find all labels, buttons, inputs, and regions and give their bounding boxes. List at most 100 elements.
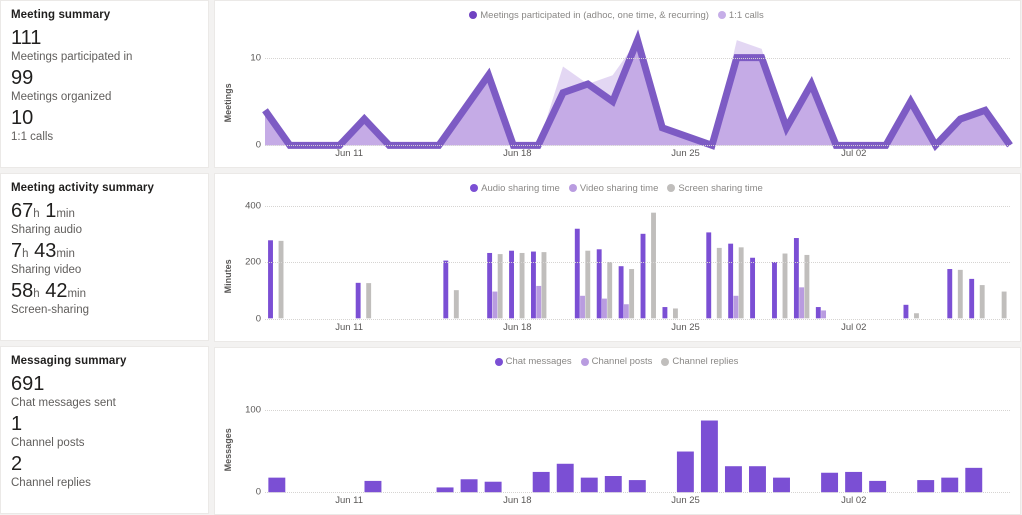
bar[interactable] xyxy=(914,313,919,319)
bar[interactable] xyxy=(607,262,613,319)
bar[interactable] xyxy=(602,298,607,319)
bar[interactable] xyxy=(772,262,777,319)
bar[interactable] xyxy=(585,251,591,319)
legend-item[interactable]: Channel posts xyxy=(580,356,652,367)
bar[interactable] xyxy=(845,471,863,492)
bar[interactable] xyxy=(453,290,459,319)
meeting-activity-summary-card: Meeting activity summary 67h 1min Sharin… xyxy=(0,173,209,341)
metric-meetings-organized: 99 Meetings organized xyxy=(11,67,198,105)
bar[interactable] xyxy=(278,241,284,319)
bar[interactable] xyxy=(941,477,959,492)
meeting-activity-plot-wrap: Minutes 0 200 400 Jun 11 Jun 18 Jun 25 Jul 02 xyxy=(221,196,1012,338)
bar[interactable] xyxy=(268,240,273,319)
bar[interactable] xyxy=(487,253,493,319)
bar[interactable] xyxy=(556,463,574,492)
bar[interactable] xyxy=(733,296,739,319)
bar[interactable] xyxy=(519,253,525,319)
bar[interactable] xyxy=(869,480,887,492)
bar[interactable] xyxy=(574,229,580,319)
bar[interactable] xyxy=(782,253,788,319)
meeting-summary-title: Meeting summary xyxy=(11,9,111,21)
bar[interactable] xyxy=(443,260,449,319)
bar[interactable] xyxy=(706,232,712,319)
y-axis-tick-label: 0 xyxy=(255,139,261,151)
bar[interactable] xyxy=(580,296,585,319)
bar[interactable] xyxy=(532,471,550,492)
gridline xyxy=(265,145,1010,147)
bar[interactable] xyxy=(604,475,622,492)
bar[interactable] xyxy=(965,467,983,492)
bar[interactable] xyxy=(979,285,985,319)
bar[interactable] xyxy=(716,248,722,319)
bar[interactable] xyxy=(536,286,542,319)
meetings-plot-area: 0 10 Jun 11 Jun 18 Jun 25 Jul 02 xyxy=(235,23,1012,165)
bar[interactable] xyxy=(541,252,547,319)
bar[interactable] xyxy=(484,481,502,492)
bar[interactable] xyxy=(749,465,766,492)
bar[interactable] xyxy=(793,238,799,319)
meetings-plot-wrap: Meetings 0 10 Jun 11 Jun 18 Jun 25 Jul 02 xyxy=(221,23,1012,165)
bar[interactable] xyxy=(640,234,646,319)
metric-value: 111 xyxy=(11,27,42,49)
legend-item[interactable]: Screen sharing time xyxy=(667,183,763,194)
bar[interactable] xyxy=(623,304,629,319)
bar[interactable] xyxy=(700,420,718,492)
bar[interactable] xyxy=(957,270,963,319)
bar[interactable] xyxy=(821,472,839,492)
bar[interactable] xyxy=(728,243,734,319)
bar[interactable] xyxy=(1001,291,1007,319)
gridline xyxy=(265,262,1010,264)
bar[interactable] xyxy=(531,251,536,319)
minutes-value: 43 xyxy=(34,240,57,263)
bar[interactable] xyxy=(750,258,756,319)
metric-label: Sharing audio xyxy=(11,223,82,236)
legend-item[interactable]: Meetings participated in (adhoc, one tim… xyxy=(469,10,709,21)
messaging-plot-area: 0 100 Jun 11 Jun 18 Jun 25 Jul 02 xyxy=(235,370,1012,512)
bar[interactable] xyxy=(618,266,624,319)
bar[interactable] xyxy=(628,479,646,492)
bar[interactable] xyxy=(509,251,514,319)
bar[interactable] xyxy=(947,269,953,319)
bar[interactable] xyxy=(436,487,454,492)
bar[interactable] xyxy=(662,307,668,319)
bar[interactable] xyxy=(724,465,742,492)
x-axis-tick-label: Jun 18 xyxy=(503,148,532,160)
bar[interactable] xyxy=(651,213,656,319)
legend-item[interactable]: 1:1 calls xyxy=(717,10,764,21)
bar[interactable] xyxy=(580,477,598,492)
bar[interactable] xyxy=(773,477,790,492)
bar[interactable] xyxy=(672,308,678,319)
bar[interactable] xyxy=(355,283,361,319)
legend-item[interactable]: Channel replies xyxy=(661,356,738,367)
bar[interactable] xyxy=(629,269,635,319)
legend-item[interactable]: Chat messages xyxy=(494,356,572,367)
metric-channel-replies: 2 Channel replies xyxy=(11,453,198,491)
legend-dot-icon xyxy=(580,357,589,366)
bar[interactable] xyxy=(969,279,975,319)
chart-plot xyxy=(268,213,1007,319)
metric-label: 1:1 calls xyxy=(11,130,54,143)
bar[interactable] xyxy=(497,254,503,319)
bar[interactable] xyxy=(364,480,382,492)
bar[interactable] xyxy=(815,307,821,319)
bar[interactable] xyxy=(596,249,602,319)
bar[interactable] xyxy=(460,478,478,492)
bar[interactable] xyxy=(366,283,372,319)
bar[interactable] xyxy=(738,247,744,319)
bar[interactable] xyxy=(804,255,810,319)
legend-dot-icon xyxy=(661,357,670,366)
bar[interactable] xyxy=(492,291,498,319)
bar[interactable] xyxy=(676,451,694,492)
metric-value: 7h 43min xyxy=(11,240,198,264)
meetings-chart-card: Meetings participated in (adhoc, one tim… xyxy=(214,0,1021,169)
metric-label: Sharing video xyxy=(11,263,82,276)
legend-item[interactable]: Video sharing time xyxy=(568,183,658,194)
bar[interactable] xyxy=(268,477,286,492)
bar[interactable] xyxy=(821,310,827,319)
messaging-chart-legend: Chat messages Channel posts Channel replie… xyxy=(221,354,1012,370)
metric-sharing-audio: 67h 1min Sharing audio xyxy=(11,200,198,238)
legend-item[interactable]: Audio sharing time xyxy=(470,183,560,194)
bar[interactable] xyxy=(903,305,909,319)
bar[interactable] xyxy=(917,479,935,492)
bar[interactable] xyxy=(799,287,805,319)
